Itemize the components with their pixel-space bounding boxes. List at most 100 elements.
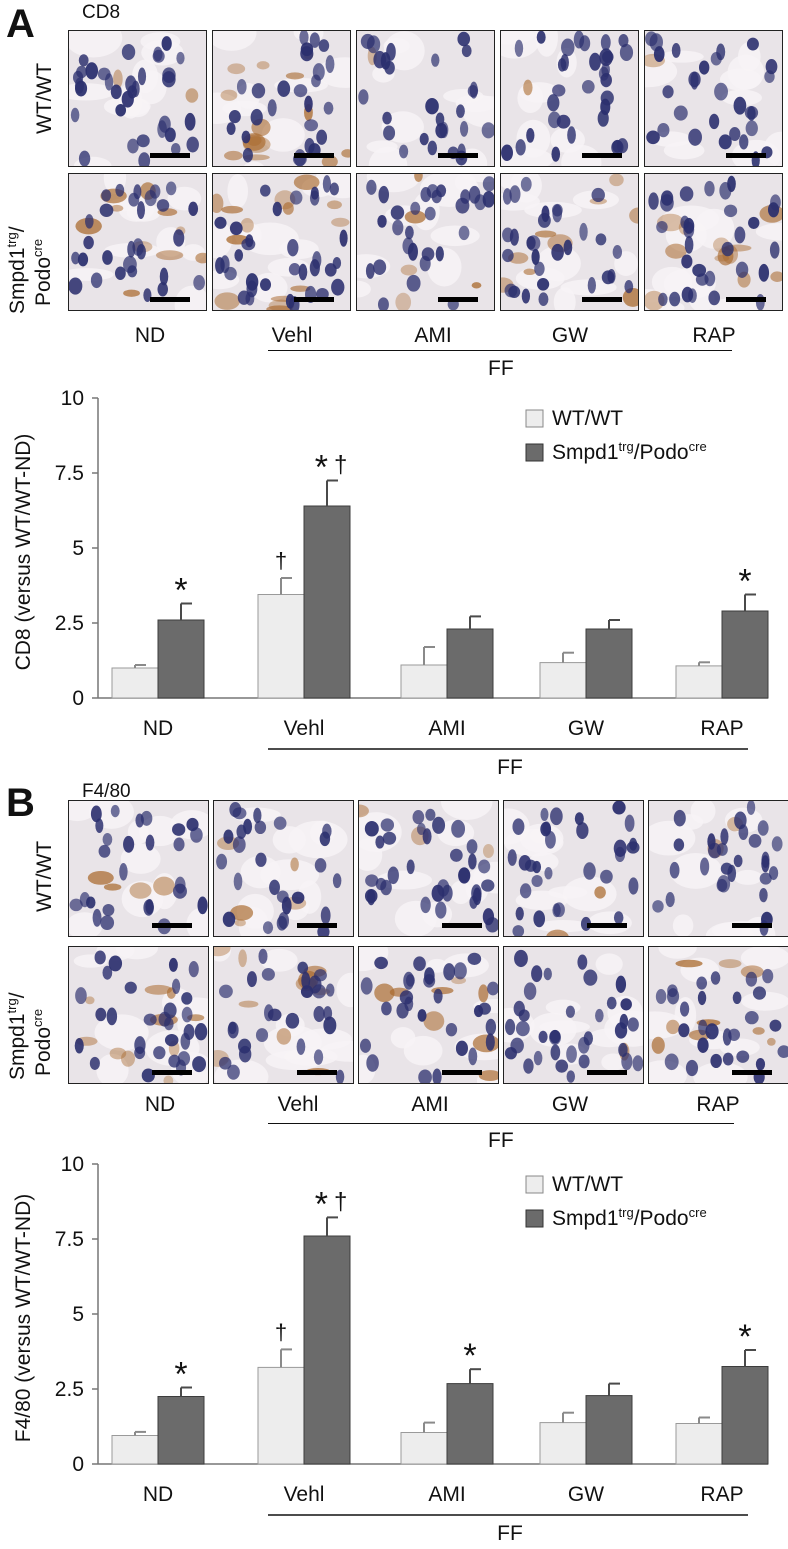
f480-bar-wt-nd	[111, 1435, 159, 1465]
cd8-significance-mark: *	[738, 563, 751, 601]
cd8-tg-nd-micrograph-image	[69, 174, 206, 310]
cd8-y-tick-label: 0	[72, 687, 84, 710]
cd8-wt-gw-micrograph-image	[501, 31, 638, 166]
f480-tg-nd-micrograph	[68, 946, 209, 1084]
f480-x-tick-label: AMI	[428, 1483, 465, 1506]
panel-a-row1-label: WT/WT	[33, 62, 56, 134]
f480-legend-swatch-tg	[525, 1209, 544, 1228]
panel-a-ff-line	[268, 350, 732, 351]
f480-tg-nd-micrograph-image	[69, 947, 208, 1083]
panel-b-row2-label: Smpd1trg/	[4, 992, 29, 1080]
cd8-wt-gw-micrograph	[500, 30, 639, 167]
cd8-x-tick-label: RAP	[700, 717, 743, 740]
cd8-significance-mark: †	[275, 548, 287, 573]
cd8-legend-swatch-wt	[525, 409, 544, 428]
cd8-y-tick-label: 5	[72, 537, 84, 560]
panel-a-stain-label: CD8	[82, 2, 121, 23]
cd8-legend-label-wt: WT/WT	[552, 407, 623, 430]
f480-x-tick-label: ND	[143, 1483, 173, 1506]
f480-tg-gw-micrograph-image	[504, 947, 643, 1083]
panel-b-label-vehl: Vehl	[277, 1093, 319, 1116]
cd8-tg-rap-micrograph	[644, 173, 783, 311]
f480-significance-mark: *	[738, 1318, 751, 1356]
f480-bar-wt-ami	[400, 1432, 448, 1465]
cd8-bar-tg-ami	[446, 628, 494, 699]
panel-b-ff-line	[268, 1123, 734, 1124]
cd8-chart: 0 2.5 5 7.5 10 CD8 (versus WT/WT-ND) * ND † * † Veh…	[0, 387, 788, 783]
f480-x-tick-label: RAP	[700, 1483, 743, 1506]
cd8-tg-gw-micrograph-image	[501, 174, 638, 310]
f480-significance-mark: *	[174, 1356, 187, 1394]
cd8-bar-tg-gw	[585, 628, 633, 699]
cd8-wt-rap-micrograph-image	[645, 31, 782, 166]
panel-b-label-nd: ND	[144, 1093, 176, 1116]
cd8-tg-rap-micrograph-image	[645, 174, 782, 310]
cd8-bar-wt-vehl	[257, 594, 305, 699]
cd8-wt-vehl-micrograph	[212, 30, 351, 167]
cd8-tg-ami-micrograph	[356, 173, 495, 311]
f480-wt-rap-micrograph-image	[649, 801, 788, 936]
f480-wt-gw-micrograph-image	[504, 801, 643, 936]
cd8-wt-ami-micrograph	[356, 30, 495, 167]
panel-a-label-vehl: Vehl	[271, 324, 313, 347]
f480-bar-tg-ami	[446, 1383, 494, 1465]
cd8-tg-ami-micrograph-image	[357, 174, 494, 310]
panel-b-row2-label-b: Podocre	[30, 1008, 55, 1076]
panel-a-label-gw: GW	[551, 324, 589, 347]
cd8-significance-mark: * †	[315, 449, 348, 487]
panel-b-stain-label: F4/80	[82, 781, 131, 802]
f480-chart: 0 2.5 5 7.5 10 F4/80 (versus WT/WT-ND) * ND † * † V…	[0, 1153, 788, 1549]
cd8-legend-label-tg: Smpd1trg/Podocre	[552, 439, 707, 464]
f480-wt-nd-micrograph	[68, 800, 209, 937]
f480-y-axis-title: F4/80 (versus WT/WT-ND)	[12, 1194, 35, 1443]
f480-legend-label-tg: Smpd1trg/Podocre	[552, 1205, 707, 1230]
f480-bar-tg-nd	[157, 1396, 205, 1465]
f480-significance-mark: †	[275, 1319, 287, 1344]
panel-b-row1-label: WT/WT	[33, 840, 56, 912]
f480-legend-label-wt: WT/WT	[552, 1173, 623, 1196]
cd8-wt-nd-micrograph-image	[69, 31, 206, 166]
f480-wt-nd-micrograph-image	[69, 801, 208, 936]
f480-wt-vehl-micrograph-image	[214, 801, 353, 936]
cd8-wt-nd-micrograph	[68, 30, 207, 167]
f480-chart-svg: 0 2.5 5 7.5 10 F4/80 (versus WT/WT-ND) * ND † * † V…	[12, 1153, 769, 1545]
cd8-significance-mark: *	[174, 572, 187, 610]
panel-a-letter: A	[6, 2, 35, 46]
cd8-y-tick-label: 2.5	[55, 612, 84, 635]
cd8-y-tick-label: 10	[61, 388, 84, 410]
cd8-tg-vehl-micrograph-image	[213, 174, 350, 310]
f480-y-tick-label: 7.5	[55, 1228, 84, 1251]
cd8-bar-wt-gw	[539, 662, 587, 699]
panel-a-row2-label-b: Podocre	[30, 238, 55, 306]
f480-tg-rap-micrograph	[648, 946, 788, 1084]
panel-b-label-ami: AMI	[411, 1093, 449, 1116]
panel-a-label-ami: AMI	[414, 324, 452, 347]
f480-x-tick-label: GW	[568, 1483, 604, 1506]
panel-b-label-rap: RAP	[696, 1093, 740, 1116]
f480-bar-tg-vehl	[303, 1235, 351, 1465]
f480-bar-wt-vehl	[257, 1366, 305, 1465]
f480-tg-gw-micrograph	[503, 946, 644, 1084]
f480-tg-vehl-micrograph	[213, 946, 354, 1084]
cd8-wt-rap-micrograph	[644, 30, 783, 167]
cd8-group-label: FF	[497, 756, 523, 778]
f480-tg-ami-micrograph	[358, 946, 499, 1084]
cd8-y-tick-label: 7.5	[55, 462, 84, 485]
cd8-tg-nd-micrograph	[68, 173, 207, 311]
f480-wt-ami-micrograph-image	[359, 801, 498, 936]
f480-significance-mark: *	[463, 1337, 476, 1375]
f480-significance-mark: * †	[315, 1185, 348, 1223]
f480-y-tick-label: 5	[72, 1303, 84, 1326]
cd8-bar-wt-ami	[400, 664, 448, 699]
cd8-wt-vehl-micrograph-image	[213, 31, 350, 166]
cd8-legend-swatch-tg	[525, 443, 544, 462]
cd8-x-tick-label: GW	[568, 717, 604, 740]
cd8-tg-gw-micrograph	[500, 173, 639, 311]
cd8-y-axis-title: CD8 (versus WT/WT-ND)	[12, 434, 35, 671]
f480-bar-tg-gw	[585, 1395, 633, 1465]
panel-a-ff-label: FF	[488, 357, 514, 380]
cd8-bar-wt-rap	[675, 665, 723, 699]
panel-b-ff-label: FF	[488, 1129, 514, 1152]
cd8-bar-tg-vehl	[303, 505, 351, 699]
cd8-bar-tg-rap	[721, 610, 769, 699]
